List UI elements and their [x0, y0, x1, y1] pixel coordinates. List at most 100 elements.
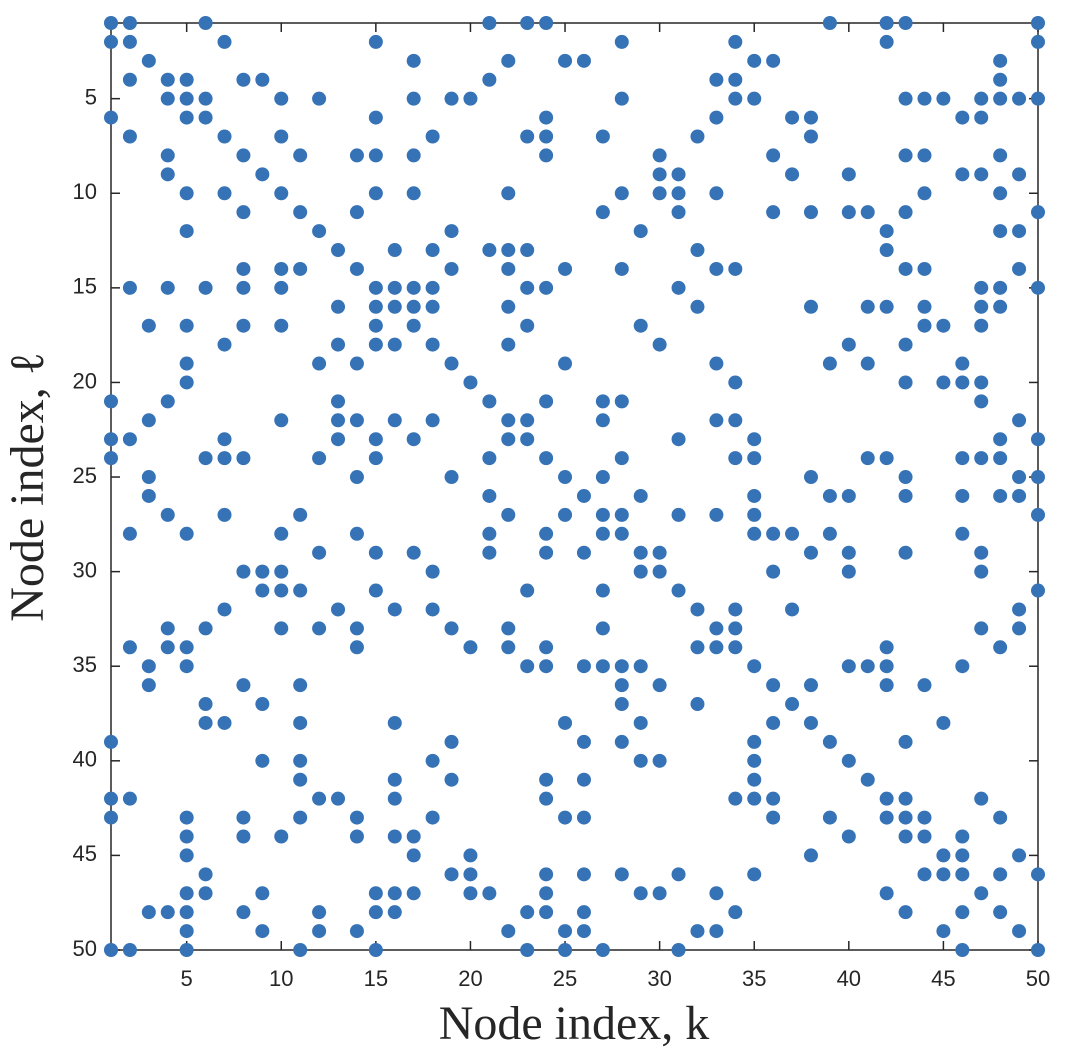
point	[974, 318, 989, 333]
point	[331, 243, 346, 258]
point	[993, 72, 1008, 87]
point	[387, 715, 402, 730]
point	[974, 394, 989, 409]
point	[179, 356, 194, 371]
point	[803, 545, 818, 560]
point	[312, 224, 327, 239]
point	[879, 678, 894, 693]
x-tick-label: 10	[269, 966, 293, 991]
point	[955, 943, 970, 957]
point	[179, 91, 194, 106]
point	[463, 886, 478, 901]
point	[482, 394, 497, 409]
point	[860, 205, 875, 220]
point	[614, 867, 629, 882]
point	[898, 16, 913, 30]
point	[614, 91, 629, 106]
y-tick-label: 45	[73, 841, 97, 866]
point	[274, 526, 289, 541]
point	[539, 451, 554, 466]
point	[331, 432, 346, 447]
point	[728, 72, 743, 87]
point	[122, 16, 137, 30]
point	[425, 280, 440, 295]
point	[368, 148, 383, 163]
point	[671, 867, 686, 882]
point	[728, 91, 743, 106]
point	[349, 470, 364, 485]
x-tick-label: 15	[364, 966, 388, 991]
point	[652, 148, 667, 163]
point	[747, 526, 762, 541]
point	[368, 280, 383, 295]
point	[558, 810, 573, 825]
point	[1031, 16, 1045, 30]
point	[1012, 488, 1027, 503]
point	[993, 640, 1008, 655]
point	[368, 34, 383, 49]
point	[1012, 413, 1027, 428]
point	[747, 734, 762, 749]
point	[406, 299, 421, 314]
point	[766, 791, 781, 806]
point	[766, 564, 781, 579]
point	[879, 886, 894, 901]
point	[785, 602, 800, 617]
point	[1012, 848, 1027, 863]
point	[747, 91, 762, 106]
point	[387, 280, 402, 295]
point	[879, 810, 894, 825]
point	[349, 640, 364, 655]
point	[349, 621, 364, 636]
point	[955, 905, 970, 920]
point	[993, 810, 1008, 825]
point	[652, 564, 667, 579]
point	[406, 848, 421, 863]
point	[198, 886, 213, 901]
point	[993, 224, 1008, 239]
point	[558, 715, 573, 730]
point	[728, 34, 743, 49]
point	[104, 110, 118, 125]
point	[444, 224, 459, 239]
point	[482, 72, 497, 87]
point	[198, 715, 213, 730]
point	[671, 280, 686, 295]
point	[274, 564, 289, 579]
point	[463, 375, 478, 390]
point	[936, 91, 951, 106]
point	[728, 413, 743, 428]
point	[387, 337, 402, 352]
point	[803, 129, 818, 144]
point	[1012, 621, 1027, 636]
point	[141, 318, 156, 333]
point	[104, 432, 118, 447]
point	[349, 261, 364, 276]
point	[709, 261, 724, 276]
point	[236, 72, 251, 87]
point	[387, 791, 402, 806]
point	[766, 53, 781, 68]
y-axis-label: Node index, ℓ	[1, 352, 54, 622]
point	[841, 205, 856, 220]
point	[576, 659, 591, 674]
point	[576, 924, 591, 939]
point	[558, 470, 573, 485]
point	[179, 186, 194, 201]
point	[179, 640, 194, 655]
point	[539, 16, 554, 30]
point	[331, 337, 346, 352]
point	[936, 848, 951, 863]
point	[539, 791, 554, 806]
point	[595, 621, 610, 636]
point	[671, 583, 686, 598]
point	[898, 205, 913, 220]
point	[633, 886, 648, 901]
point	[955, 659, 970, 674]
point	[141, 413, 156, 428]
point	[955, 356, 970, 371]
point	[198, 280, 213, 295]
point	[539, 526, 554, 541]
point	[709, 507, 724, 522]
point	[728, 602, 743, 617]
